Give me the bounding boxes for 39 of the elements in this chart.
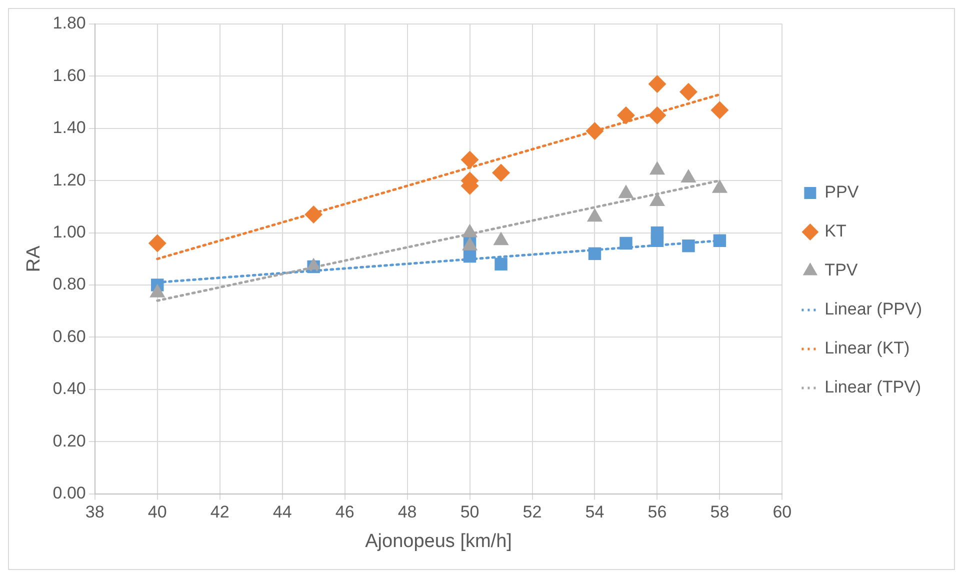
x-tick-label: 58 xyxy=(710,502,730,522)
y-axis-title: RA xyxy=(24,245,45,272)
legend-label: Linear (TPV) xyxy=(824,378,922,397)
point xyxy=(648,75,666,94)
x-tick-label: 50 xyxy=(460,502,480,522)
legend-label: TPV xyxy=(824,260,858,280)
y-tick-label: 1.80 xyxy=(52,14,86,33)
y-tick-label: 1.20 xyxy=(52,170,86,190)
x-axis-title: Ajonopeus [km/h] xyxy=(365,530,512,552)
y-tick-label: 0.40 xyxy=(52,379,86,398)
legend-label: KT xyxy=(824,222,846,241)
legend-label: PPV xyxy=(824,182,860,202)
legend-label: Linear (KT) xyxy=(824,338,910,358)
y-tick-label: 1.60 xyxy=(52,66,86,85)
point xyxy=(494,258,508,270)
x-tick-label: 56 xyxy=(648,502,667,522)
y-tick-label: 0.20 xyxy=(52,431,86,450)
x-tick-label: 40 xyxy=(148,502,167,522)
y-tick-label: 0.00 xyxy=(52,483,86,502)
point xyxy=(679,82,698,101)
point xyxy=(492,164,510,182)
point xyxy=(148,234,166,252)
x-tick-label: 52 xyxy=(522,502,542,522)
point xyxy=(616,106,635,124)
y-tick-label: 1.00 xyxy=(52,222,86,242)
x-tick-label: 42 xyxy=(210,502,230,522)
x-tick-label: 38 xyxy=(85,502,104,522)
point xyxy=(460,150,479,169)
x-tick-label: 44 xyxy=(272,502,292,522)
x-tick-label: 54 xyxy=(585,502,604,522)
x-tick-label: 60 xyxy=(772,502,792,522)
y-tick-label: 1.40 xyxy=(52,118,86,138)
legend-label: Linear (PPV) xyxy=(824,300,922,319)
y-tick-label: 0.60 xyxy=(52,326,86,346)
x-tick-label: 48 xyxy=(398,502,417,522)
point xyxy=(710,101,729,120)
y-tick-label: 0.80 xyxy=(52,274,86,294)
x-tick-label: 46 xyxy=(335,502,354,522)
point xyxy=(713,234,726,247)
